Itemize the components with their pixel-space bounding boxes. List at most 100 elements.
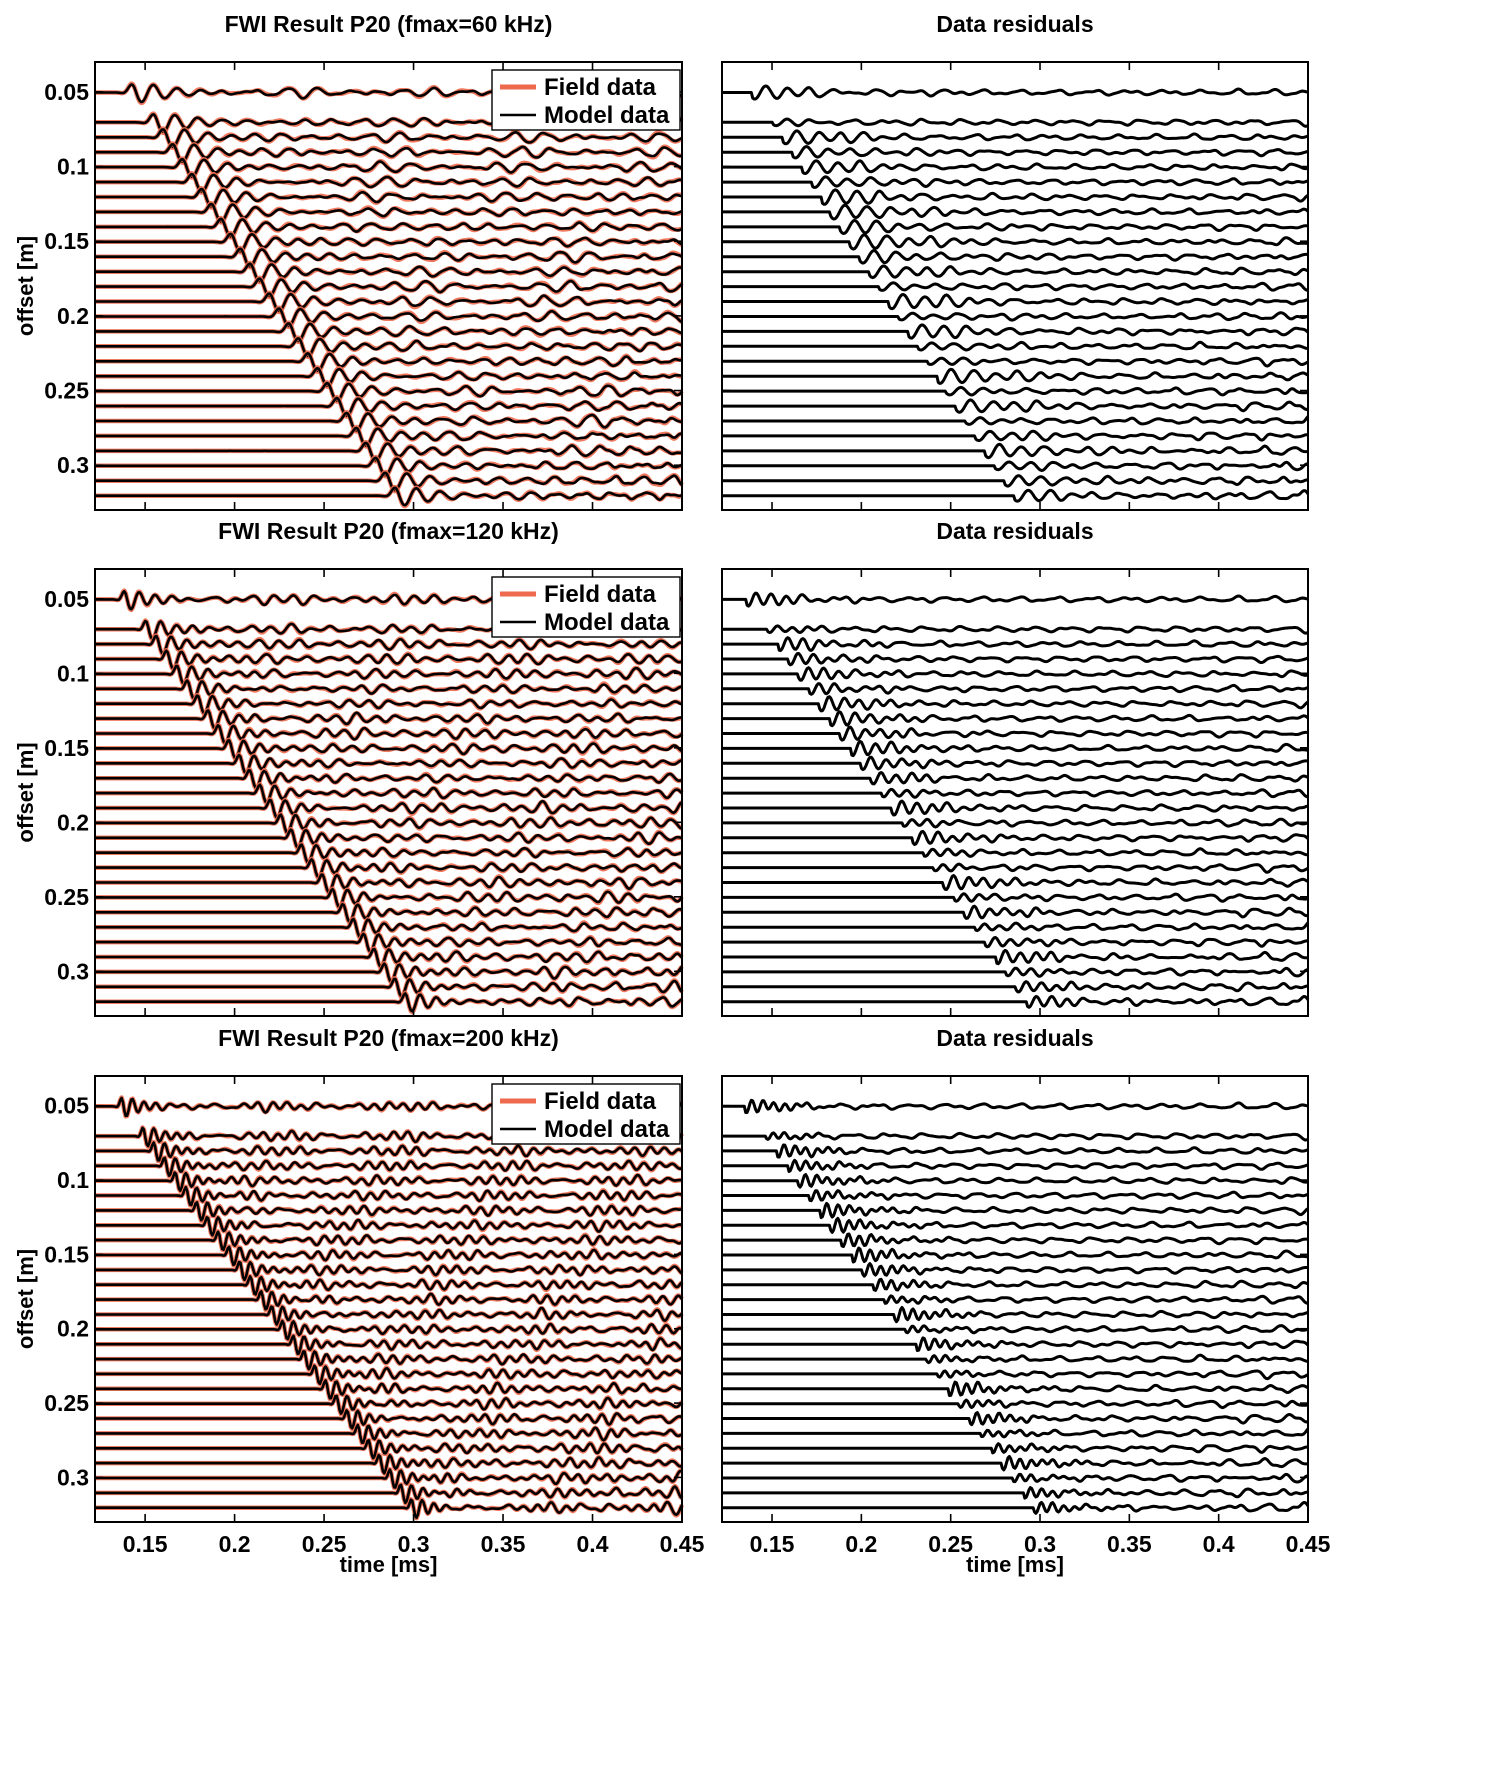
model-data-trace (95, 352, 682, 372)
legend-field-label: Field data (544, 74, 657, 101)
chart-title: FWI Result P20 (fmax=60 kHz) (225, 11, 553, 37)
legend-model-label: Model data (544, 102, 670, 129)
residual-trace (721, 1427, 1310, 1439)
y-tick-label: 0.25 (44, 1390, 89, 1416)
legend-model-label: Model data (544, 609, 670, 636)
y-tick-label: 0.15 (44, 735, 89, 761)
residual-trace (721, 175, 1309, 189)
y-tick-label: 0.25 (44, 378, 89, 404)
model-data-trace (95, 649, 683, 671)
residual-trace (721, 264, 1309, 280)
residual-trace (721, 1411, 1309, 1427)
model-data-trace (95, 1305, 683, 1326)
y-tick-label: 0.15 (44, 1241, 89, 1267)
residual-trace (721, 1398, 1309, 1410)
residual-trace (721, 652, 1309, 667)
model-data-trace (95, 664, 683, 685)
residual-trace (721, 1143, 1309, 1159)
residual-trace (721, 1262, 1309, 1278)
model-data-trace (95, 813, 683, 834)
model-data-trace (95, 1171, 683, 1192)
trace-group (94, 81, 684, 509)
model-data-trace (95, 366, 683, 387)
x-tick-label: 0.15 (123, 1531, 168, 1557)
trace-group (94, 1095, 685, 1521)
model-data-trace (95, 977, 684, 998)
x-axis-label: time [ms] (966, 1552, 1064, 1577)
residual-trace (721, 442, 1309, 460)
residual-trace (721, 1455, 1309, 1472)
x-tick-label: 0.25 (302, 1531, 347, 1557)
x-tick-label: 0.4 (577, 1531, 609, 1557)
residual-trace (721, 995, 1310, 1009)
y-tick-label: 0.05 (44, 586, 89, 612)
model-data-trace (95, 962, 684, 984)
model-data-trace (95, 128, 683, 149)
legend-box (491, 1083, 681, 1145)
chart-title: Data residuals (936, 11, 1093, 37)
residual-trace (721, 695, 1309, 713)
y-tick-label: 0.05 (44, 79, 89, 105)
panel-3-seismogram: FWI Result P20 (fmax=200 kHz) 0.15 0.2 0.25… (13, 1025, 705, 1577)
residual-trace (721, 904, 1309, 920)
model-data-trace (95, 187, 683, 208)
model-data-trace (95, 873, 683, 894)
model-data-trace (95, 1156, 683, 1177)
residual-trace (721, 862, 1309, 874)
model-data-trace (95, 843, 683, 864)
y-tick-label: 0.25 (44, 884, 89, 910)
model-data-trace (95, 337, 683, 358)
trace-group (721, 591, 1310, 1009)
y-tick-label: 0.2 (57, 303, 89, 329)
residual-trace (721, 1158, 1309, 1173)
model-data-trace (95, 947, 683, 968)
legend-model-label: Model data (544, 1116, 670, 1143)
residual-trace (721, 1306, 1309, 1324)
axes-frame (721, 61, 1309, 511)
y-tick-label: 0.1 (57, 154, 89, 180)
residual-trace (721, 1131, 1309, 1142)
residual-trace (721, 1232, 1309, 1248)
model-data-trace (95, 932, 683, 954)
residual-trace (721, 666, 1309, 682)
y-tick-label: 0.3 (57, 452, 89, 478)
residual-trace (721, 1353, 1309, 1365)
model-data-trace (95, 232, 683, 253)
residual-trace (721, 725, 1309, 742)
residual-trace (721, 84, 1309, 101)
model-data-trace (95, 798, 683, 819)
residual-trace (721, 624, 1309, 635)
residual-trace (721, 682, 1309, 696)
trace-group (721, 1098, 1310, 1515)
residual-trace (721, 1369, 1309, 1381)
model-data-trace (95, 1319, 683, 1341)
x-tick-label: 0.15 (750, 1531, 795, 1557)
x-tick-label: 0.3 (398, 1531, 430, 1557)
model-data-trace (95, 202, 683, 223)
residual-trace (721, 1500, 1310, 1515)
x-tick-label: 0.2 (845, 1531, 877, 1557)
residual-trace (721, 129, 1309, 146)
x-tick-label: 0.45 (660, 1531, 705, 1557)
model-data-trace (95, 1201, 683, 1222)
residual-trace (721, 249, 1309, 265)
model-data-trace (95, 753, 683, 775)
residual-trace (721, 1246, 1309, 1264)
y-tick-label: 0.05 (44, 1093, 89, 1119)
model-data-trace (95, 1468, 683, 1489)
residual-trace (721, 847, 1309, 858)
trace-group (94, 588, 684, 1015)
residual-trace (721, 817, 1309, 829)
model-data-trace (95, 1379, 683, 1400)
residual-trace (721, 710, 1309, 728)
y-axis-label: offset [m] (13, 236, 38, 336)
residual-trace (721, 1442, 1309, 1455)
model-data-trace (95, 679, 683, 700)
residual-trace (721, 1201, 1309, 1220)
x-tick-label: 0.4 (1203, 1531, 1235, 1557)
model-data-trace (95, 1423, 683, 1444)
residual-trace (721, 1472, 1309, 1484)
